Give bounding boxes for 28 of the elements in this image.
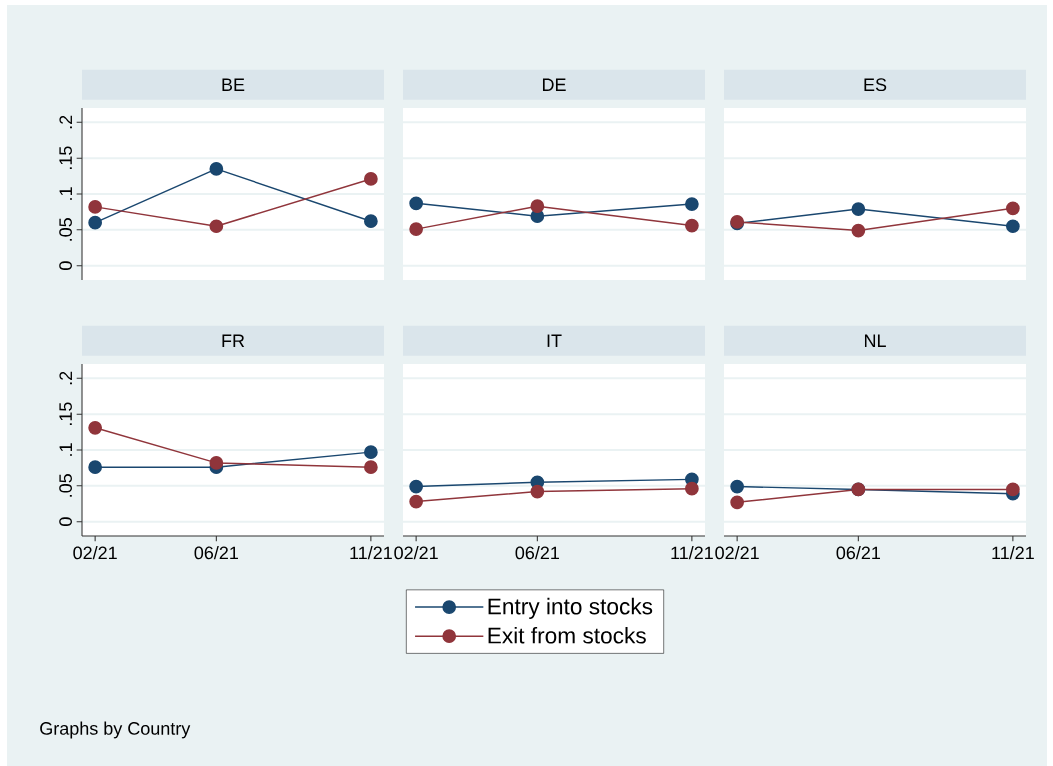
x-tick-label: 06/21	[836, 546, 880, 560]
y-tick-label: .15	[59, 402, 72, 426]
legend-label: Exit from stocks	[488, 626, 646, 644]
x-tick-label: 02/21	[394, 546, 438, 560]
y-tick-label: 0	[59, 517, 72, 526]
text: Graphs by Country	[40, 721, 191, 739]
chart-title: NL	[864, 334, 886, 347]
chart-title: IT	[547, 334, 562, 347]
chart-title: BE	[222, 78, 245, 91]
x-tick-label: 02/21	[715, 546, 759, 560]
x-tick-label: 11/21	[671, 546, 713, 560]
x-tick-label: 11/21	[350, 546, 392, 560]
legend-label: Entry into stocks	[488, 597, 653, 619]
x-tick-label: 06/21	[515, 546, 559, 560]
y-tick-label: .1	[59, 443, 72, 456]
y-tick-label: 0	[59, 261, 72, 270]
y-tick-label: .2	[59, 115, 72, 129]
y-tick-label: .2	[59, 371, 72, 385]
x-tick-label: 06/21	[194, 546, 238, 560]
x-tick-label: 11/21	[992, 546, 1034, 560]
y-tick-label: .1	[59, 187, 72, 200]
y-tick-label: .05	[59, 218, 72, 241]
chart-title: ES	[864, 78, 887, 92]
x-tick-label: 02/21	[73, 546, 117, 560]
y-tick-label: .15	[59, 146, 72, 170]
chart-title: DE	[542, 78, 566, 91]
chart-title: FR	[222, 334, 245, 347]
y-tick-label: .05	[59, 474, 72, 497]
